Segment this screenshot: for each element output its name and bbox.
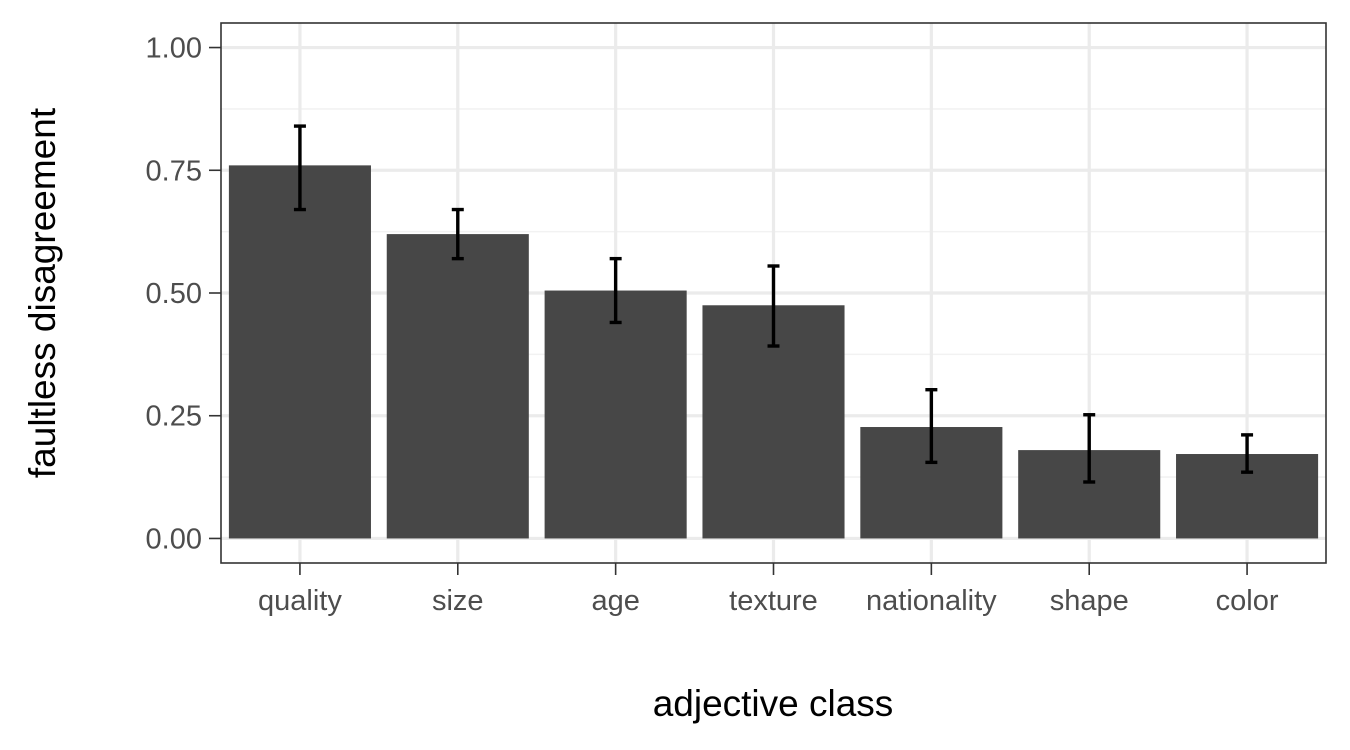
error-bar-quality	[293, 124, 306, 212]
y-axis: 0.00 0.25 0.50 0.75 1.00	[146, 33, 221, 555]
x-tick-label: color	[1216, 585, 1279, 617]
x-tick-label: nationality	[866, 585, 997, 617]
x-tick-label: quality	[258, 585, 342, 617]
x-axis-title: adjective class	[653, 683, 894, 724]
y-axis-title: faultless disagreement	[22, 107, 63, 478]
bar-quality	[228, 165, 371, 539]
x-tick-label: age	[591, 585, 639, 617]
error-bars	[293, 124, 1254, 484]
x-axis: quality size age texture nationality shape col…	[258, 563, 1279, 617]
bar-size	[386, 234, 529, 539]
error-bar-nationality	[925, 388, 938, 465]
error-bar-size	[451, 207, 464, 261]
y-tick-label: 0.75	[146, 155, 202, 187]
error-bar-shape	[1083, 413, 1096, 484]
x-tick-label: size	[432, 585, 484, 617]
y-tick-label: 0.00	[146, 523, 202, 555]
y-tick-label: 0.50	[146, 278, 202, 310]
y-tick-label: 1.00	[146, 33, 202, 65]
bar-age	[544, 290, 687, 539]
error-bar-texture	[767, 264, 780, 348]
x-tick-label: shape	[1050, 585, 1129, 617]
x-tick-label: texture	[729, 585, 818, 617]
error-bar-age	[609, 256, 622, 325]
error-bar-color	[1241, 433, 1254, 474]
y-tick-label: 0.25	[146, 401, 202, 433]
